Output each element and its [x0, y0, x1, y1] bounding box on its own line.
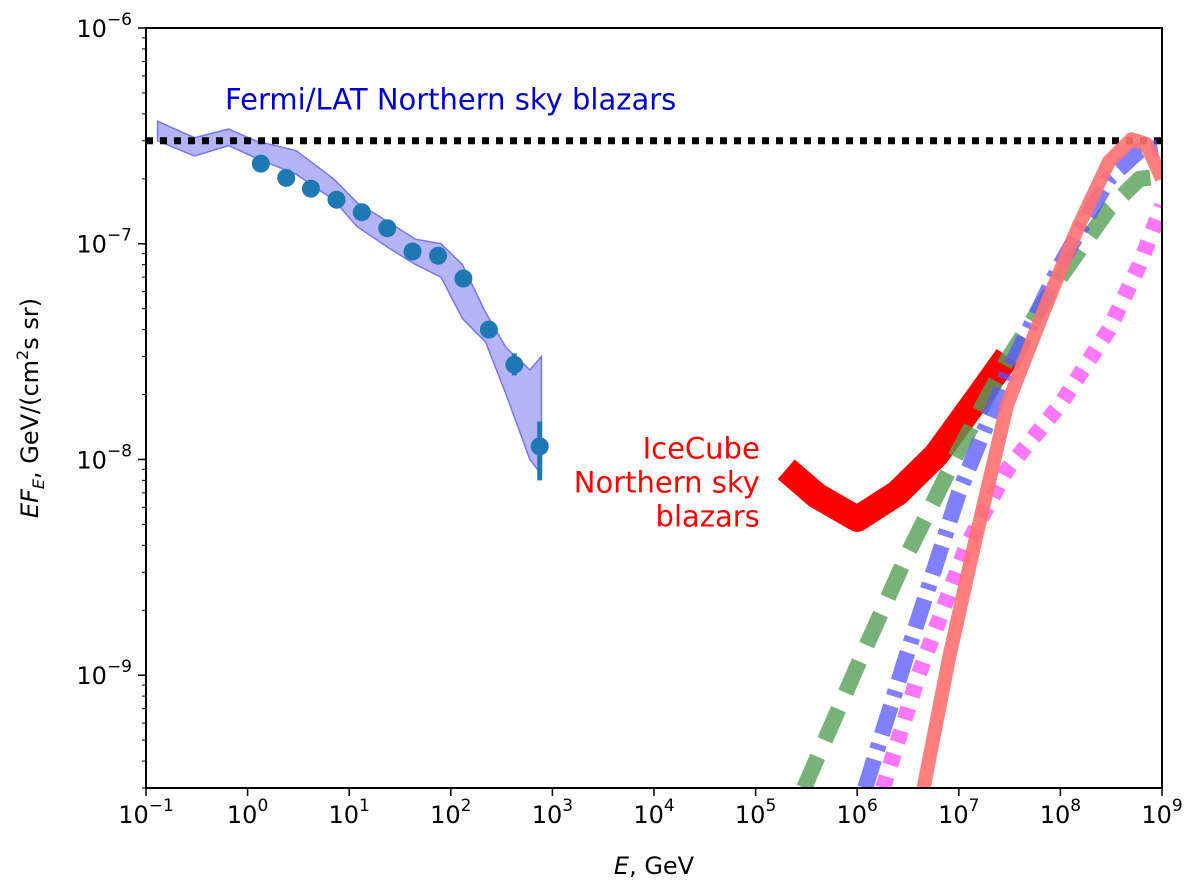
- y-tick-label-1: 10−8: [76, 441, 132, 474]
- y-tick-label-0: 10−9: [76, 657, 132, 690]
- series-layer: [777, 132, 1162, 788]
- series-line-4: [916, 132, 1162, 788]
- fermi-point-4: [352, 203, 371, 222]
- fermi-point-3: [327, 190, 346, 209]
- series-line-0: [777, 348, 1018, 532]
- fermi-point-9: [479, 320, 498, 339]
- fermi-point-7: [429, 246, 448, 265]
- x-tick-label-3: 102: [430, 796, 471, 829]
- x-tick-label-4: 103: [532, 796, 573, 829]
- y-tick-label-2: 10−7: [76, 226, 132, 259]
- fermi-point-5: [378, 219, 397, 238]
- fermi-point-8: [454, 269, 473, 288]
- y-axis-label: EFE, GeV/(cm2s sr): [13, 298, 48, 518]
- series-line-3: [875, 202, 1162, 788]
- x-tick-label-0: 10−1: [118, 796, 174, 829]
- fermi-point-2: [301, 179, 320, 198]
- x-tick-label-5: 104: [633, 796, 674, 829]
- annotation-0: Fermi/LAT Northern sky blazars: [225, 82, 676, 116]
- x-tick-label-6: 105: [735, 796, 776, 829]
- fermi-points-layer: [251, 154, 549, 481]
- x-tick-label-9: 108: [1040, 796, 1081, 829]
- fermi-point-1: [277, 168, 296, 187]
- annotation-1: IceCube Northern sky blazars: [574, 432, 760, 534]
- axis-labels: E, GeV EFE, GeV/(cm2s sr): [13, 298, 695, 880]
- x-tick-label-10: 109: [1141, 796, 1182, 829]
- fermi-point-6: [403, 242, 422, 261]
- axis-ticks: 10−1 100 101 102 103 104 105 106 107 108 109 10−9 10…: [76, 10, 1182, 829]
- fermi-point-10: [505, 355, 524, 374]
- x-tick-label-7: 106: [837, 796, 878, 829]
- series-line-2: [857, 139, 1162, 788]
- fermi-point-0: [251, 154, 270, 173]
- annotations: Fermi/LAT Northern sky blazars IceCube Nor…: [225, 82, 760, 533]
- fermi-point-11: [530, 437, 549, 456]
- x-tick-label-8: 107: [938, 796, 979, 829]
- x-tick-label-1: 100: [227, 796, 268, 829]
- y-tick-label-3: 10−6: [76, 10, 132, 43]
- x-axis-label: E, GeV: [614, 852, 695, 880]
- x-tick-label-2: 101: [329, 796, 370, 829]
